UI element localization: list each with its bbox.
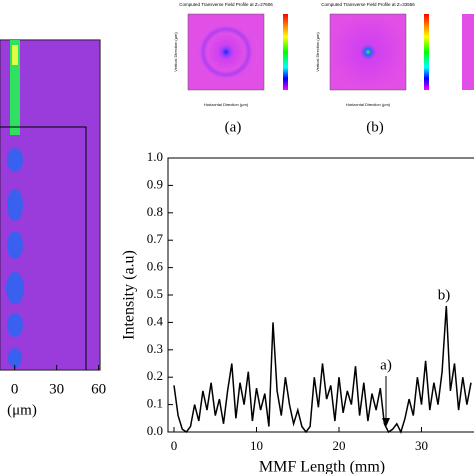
- panel-caption: (a): [225, 119, 242, 135]
- x-tick-label: 30: [415, 438, 428, 453]
- annotation: b): [438, 287, 451, 303]
- y-tick-label: 0.1: [147, 396, 163, 411]
- y-tick-label: 0.7: [147, 231, 164, 246]
- panel-title: Computed Transverse Field Profile at Z=2…: [179, 2, 273, 7]
- x-tick-label: 10: [250, 438, 263, 453]
- annotation: a): [380, 357, 392, 373]
- x-axis-label: (μm): [7, 402, 37, 418]
- x-tick-label: 0: [11, 381, 19, 397]
- y-axis-label: Intensity (a.u): [121, 250, 138, 340]
- panel-c-partial: [462, 14, 474, 90]
- y-tick-label: 0.4: [147, 313, 164, 328]
- x-axis-label: MMF Length (mm): [259, 459, 385, 474]
- left-core: [10, 40, 20, 135]
- panel-b: [329, 13, 429, 91]
- y-tick-label: 0.3: [147, 341, 163, 356]
- x-tick-label: 20: [333, 438, 346, 453]
- panel-xlabel: Horizontal Direction (μm): [346, 102, 391, 107]
- x-tick-label: 0: [171, 438, 178, 453]
- x-tick-label: 60: [91, 381, 106, 397]
- panel-title: Computed Transverse Field Profile at Z=3…: [321, 2, 415, 7]
- left-core-hot: [12, 45, 18, 65]
- y-tick-label: 0.6: [147, 259, 164, 274]
- panel-a: [187, 13, 288, 91]
- y-tick-label: 0.8: [147, 204, 163, 219]
- panel-ylabel: Vertical Direction (μm): [315, 32, 320, 72]
- y-tick-label: 0.9: [147, 176, 163, 191]
- y-tick-label: 1.0: [147, 149, 163, 164]
- left-inset-frame: [0, 126, 87, 370]
- x-tick-label: 30: [49, 381, 64, 397]
- panel-caption: (b): [366, 119, 384, 135]
- intensity-line: [173, 305, 472, 435]
- panel-xlabel: Horizontal Direction (μm): [204, 102, 249, 107]
- y-tick-label: 0.2: [147, 368, 163, 383]
- y-tick-label: 0.0: [147, 423, 163, 438]
- left-lobes: [6, 148, 24, 368]
- y-tick-label: 0.5: [147, 286, 163, 301]
- annotation-arrowhead: [382, 418, 390, 427]
- panel-ylabel: Vertical Direction (μm): [173, 32, 178, 72]
